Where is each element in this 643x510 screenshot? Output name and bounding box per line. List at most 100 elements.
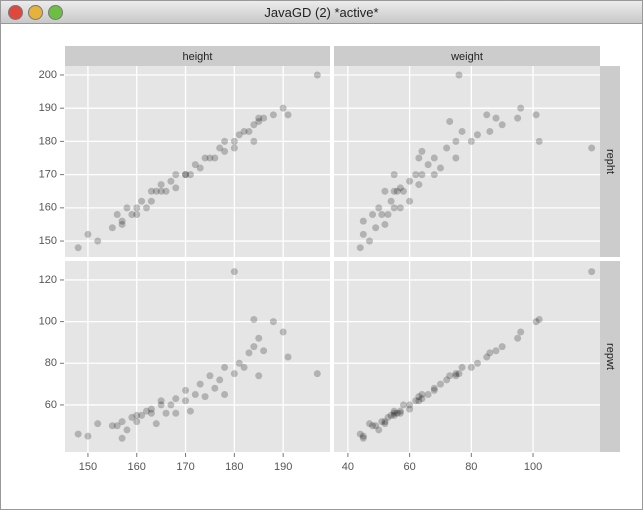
y-tick-label: 100 (39, 316, 57, 328)
point (443, 376, 451, 384)
x-tick-label: 150 (79, 461, 97, 473)
point (430, 384, 438, 392)
point (133, 418, 141, 426)
point (393, 187, 401, 195)
point (279, 104, 287, 112)
y-tick-label: 180 (39, 135, 57, 147)
point (412, 397, 420, 405)
point (369, 422, 377, 430)
point (517, 104, 525, 112)
point (284, 111, 292, 119)
point (406, 401, 414, 409)
point (147, 187, 155, 195)
strip-label: height (183, 51, 213, 63)
point (436, 380, 444, 388)
point (235, 131, 243, 139)
point (138, 197, 146, 205)
point (162, 187, 170, 195)
point (396, 407, 404, 415)
point (240, 127, 248, 135)
point (143, 407, 151, 415)
point (250, 343, 258, 351)
point (162, 409, 170, 417)
point (230, 268, 238, 276)
point (406, 177, 414, 185)
point (359, 230, 367, 238)
point (172, 395, 180, 403)
point (514, 114, 522, 122)
point (157, 187, 165, 195)
point (359, 217, 367, 225)
point (167, 401, 175, 409)
point (216, 144, 224, 152)
point (221, 137, 229, 145)
point (378, 418, 386, 426)
x-tick-label: 190 (274, 461, 292, 473)
close-button[interactable] (8, 5, 23, 20)
column-strip (65, 46, 330, 66)
point (396, 204, 404, 212)
y-tick-label: 200 (39, 69, 57, 81)
point (313, 71, 321, 79)
point (375, 426, 383, 434)
point (452, 372, 460, 380)
point (191, 391, 199, 399)
point (415, 397, 423, 405)
point (221, 363, 229, 371)
point (492, 114, 500, 122)
point (492, 347, 500, 355)
point (430, 154, 438, 162)
point (147, 405, 155, 413)
point (182, 171, 190, 179)
point (245, 127, 253, 135)
point (467, 363, 475, 371)
x-tick-label: 170 (176, 461, 194, 473)
x-tick-label: 100 (524, 461, 542, 473)
point (393, 409, 401, 417)
point (186, 407, 194, 415)
point (245, 349, 253, 357)
point (415, 154, 423, 162)
point (418, 395, 426, 403)
row-strip (600, 261, 620, 452)
point (172, 171, 180, 179)
point (255, 117, 263, 125)
point (387, 197, 395, 205)
point (588, 144, 596, 152)
point (94, 237, 102, 245)
point (424, 391, 432, 399)
point (84, 432, 92, 440)
panel (334, 66, 600, 257)
point (381, 187, 389, 195)
point (390, 204, 398, 212)
point (390, 171, 398, 179)
strip-label: weight (450, 51, 483, 63)
point (406, 405, 414, 413)
point (221, 147, 229, 155)
point (157, 181, 165, 189)
point (390, 411, 398, 419)
point (535, 316, 543, 324)
point (532, 111, 540, 119)
point (399, 401, 407, 409)
zoom-button[interactable] (48, 5, 63, 20)
point (74, 244, 82, 252)
point (359, 432, 367, 440)
point (113, 210, 121, 218)
minimize-button[interactable] (28, 5, 43, 20)
strip-label: repht (604, 149, 616, 174)
point (74, 430, 82, 438)
point (372, 224, 380, 232)
point (279, 328, 287, 336)
point (498, 343, 506, 351)
point (365, 237, 373, 245)
y-tick-label: 160 (39, 202, 57, 214)
y-tick-label: 150 (39, 235, 57, 247)
point (260, 114, 268, 122)
point (255, 334, 263, 342)
point (128, 413, 136, 421)
point (108, 224, 116, 232)
point (201, 393, 209, 401)
point (118, 220, 126, 228)
point (206, 372, 214, 380)
